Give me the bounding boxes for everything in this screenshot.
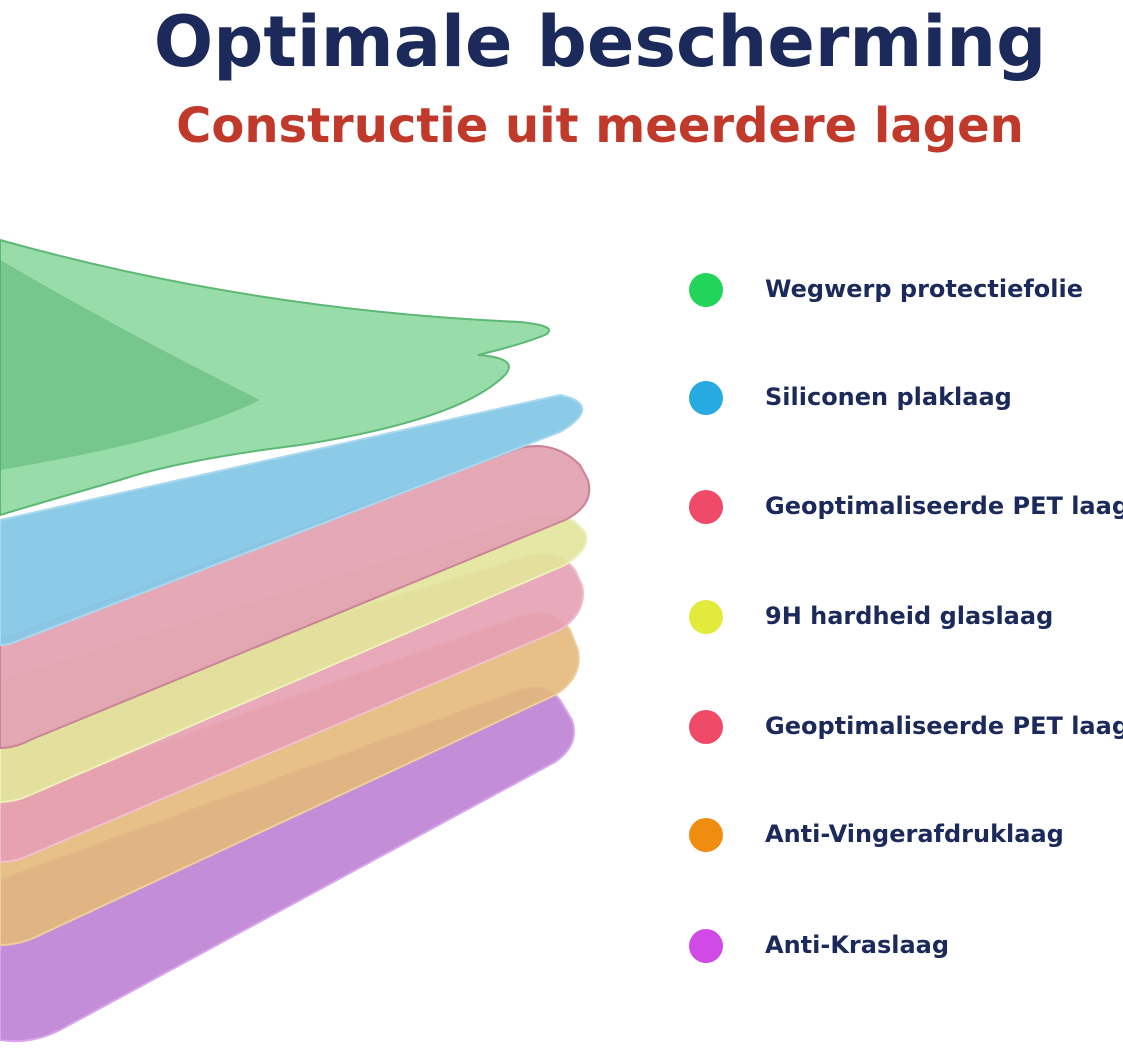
legend: Wegwerp protectiefolie Siliconen plaklaag…	[689, 273, 1123, 963]
legend-label: Geoptimaliseerde PET laag	[765, 492, 1123, 520]
legend-dot	[689, 818, 723, 852]
legend-dot	[689, 600, 723, 634]
title: Optimale bescherming	[154, 1, 1047, 83]
layer-green-fold	[0, 260, 260, 470]
subtitle: Constructie uit meerdere lagen	[176, 98, 1024, 154]
legend-dot	[689, 273, 723, 307]
legend-label: Siliconen plaklaag	[765, 383, 1012, 411]
layer-green	[0, 238, 551, 517]
legend-label: Geoptimaliseerde PET laag	[765, 712, 1123, 740]
legend-dot	[689, 490, 723, 524]
layer-stack	[0, 238, 591, 1043]
layer-pink-1	[0, 445, 591, 750]
legend-dot	[689, 710, 723, 744]
legend-label: Wegwerp protectiefolie	[765, 275, 1083, 303]
layer-blue	[0, 393, 584, 647]
legend-dot	[689, 381, 723, 415]
legend-dot	[689, 929, 723, 963]
legend-label: Anti-Vingerafdruklaag	[765, 820, 1064, 848]
legend-label: 9H hardheid glaslaag	[765, 602, 1053, 630]
legend-label: Anti-Kraslaag	[765, 931, 949, 959]
